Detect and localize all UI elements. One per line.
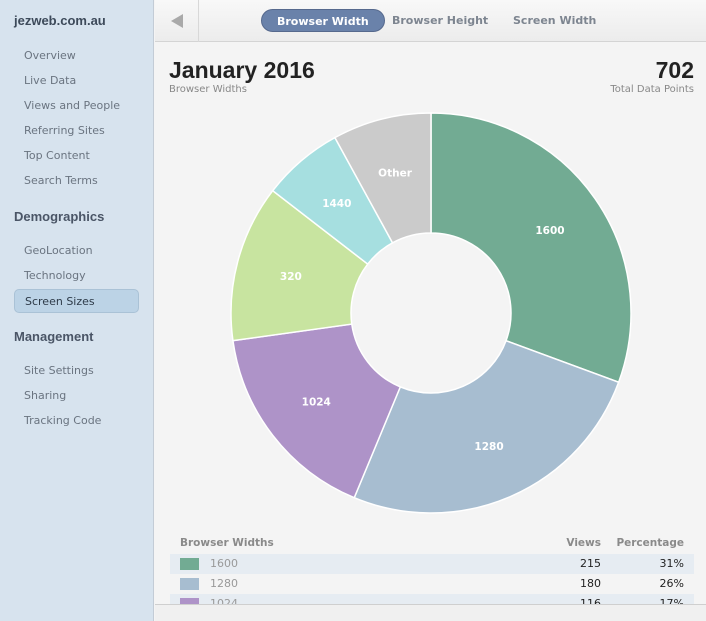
sidebar-item-search-terms[interactable]: Search Terms [24, 174, 98, 187]
sidebar-item-tracking-code[interactable]: Tracking Code [24, 414, 102, 427]
sidebar-item-referring-sites[interactable]: Referring Sites [24, 124, 105, 137]
table-row[interactable]: 1600 215 31% [170, 554, 694, 574]
sidebar-item-sharing[interactable]: Sharing [24, 389, 67, 402]
slice-1024[interactable] [232, 323, 402, 499]
header-percentage: Percentage [616, 537, 684, 549]
back-button[interactable] [155, 0, 199, 42]
row-percentage: 31% [659, 557, 684, 570]
slice-label: 1024 [302, 397, 331, 409]
sidebar-item-overview[interactable]: Overview [24, 49, 76, 62]
slice-other[interactable] [333, 112, 432, 244]
triangle-left-icon [170, 14, 183, 28]
slice-1280[interactable] [353, 339, 620, 514]
site-name[interactable]: jezweb.com.au [14, 13, 106, 28]
sidebar-item-top-content[interactable]: Top Content [24, 149, 90, 162]
bottom-bar [155, 604, 706, 621]
donut-chart: 1600 1280 1024 320 1440 Other [230, 112, 632, 514]
sidebar-item-site-settings[interactable]: Site Settings [24, 364, 94, 377]
table-header: Browser Widths Views Percentage [170, 534, 694, 554]
page-title: January 2016 [169, 57, 315, 83]
sidebar-item-technology[interactable]: Technology [24, 269, 86, 282]
row-percentage: 26% [659, 577, 684, 590]
slice-label: 1280 [474, 441, 503, 453]
sidebar: jezweb.com.au Overview Live Data Views a… [0, 0, 154, 621]
section-demographics: Demographics [14, 209, 105, 224]
slice-label: 320 [280, 271, 302, 283]
slice-320[interactable] [230, 189, 369, 342]
tab-screen-width[interactable]: Screen Width [513, 14, 597, 27]
total-label: Total Data Points [610, 84, 694, 95]
tab-browser-height[interactable]: Browser Height [392, 14, 489, 27]
slice-label: 1600 [535, 225, 564, 237]
row-views: 180 [580, 577, 601, 590]
slice-label: 1440 [322, 198, 351, 210]
color-swatch [180, 558, 199, 570]
sidebar-item-geolocation[interactable]: GeoLocation [24, 244, 93, 257]
header-views: Views [566, 537, 601, 549]
slice-label: Other [378, 168, 413, 180]
slice-1600[interactable] [430, 112, 632, 384]
data-table: Browser Widths Views Percentage 1600 215 3… [170, 534, 694, 614]
sidebar-item-views-and-people[interactable]: Views and People [24, 99, 121, 112]
color-swatch [180, 578, 199, 590]
sidebar-item-screen-sizes[interactable]: Screen Sizes [14, 289, 139, 313]
row-label: 1600 [210, 557, 238, 570]
row-views: 215 [580, 557, 601, 570]
page-subtitle: Browser Widths [169, 84, 247, 95]
total-count: 702 [655, 57, 694, 83]
header-browser-widths: Browser Widths [180, 537, 274, 549]
table-row[interactable]: 1280 180 26% [170, 574, 694, 594]
row-label: 1280 [210, 577, 238, 590]
section-management: Management [14, 329, 94, 344]
toolbar: Browser Width Browser Height Screen Widt… [155, 0, 706, 42]
sidebar-item-live-data[interactable]: Live Data [24, 74, 77, 87]
tab-browser-width[interactable]: Browser Width [261, 9, 385, 32]
